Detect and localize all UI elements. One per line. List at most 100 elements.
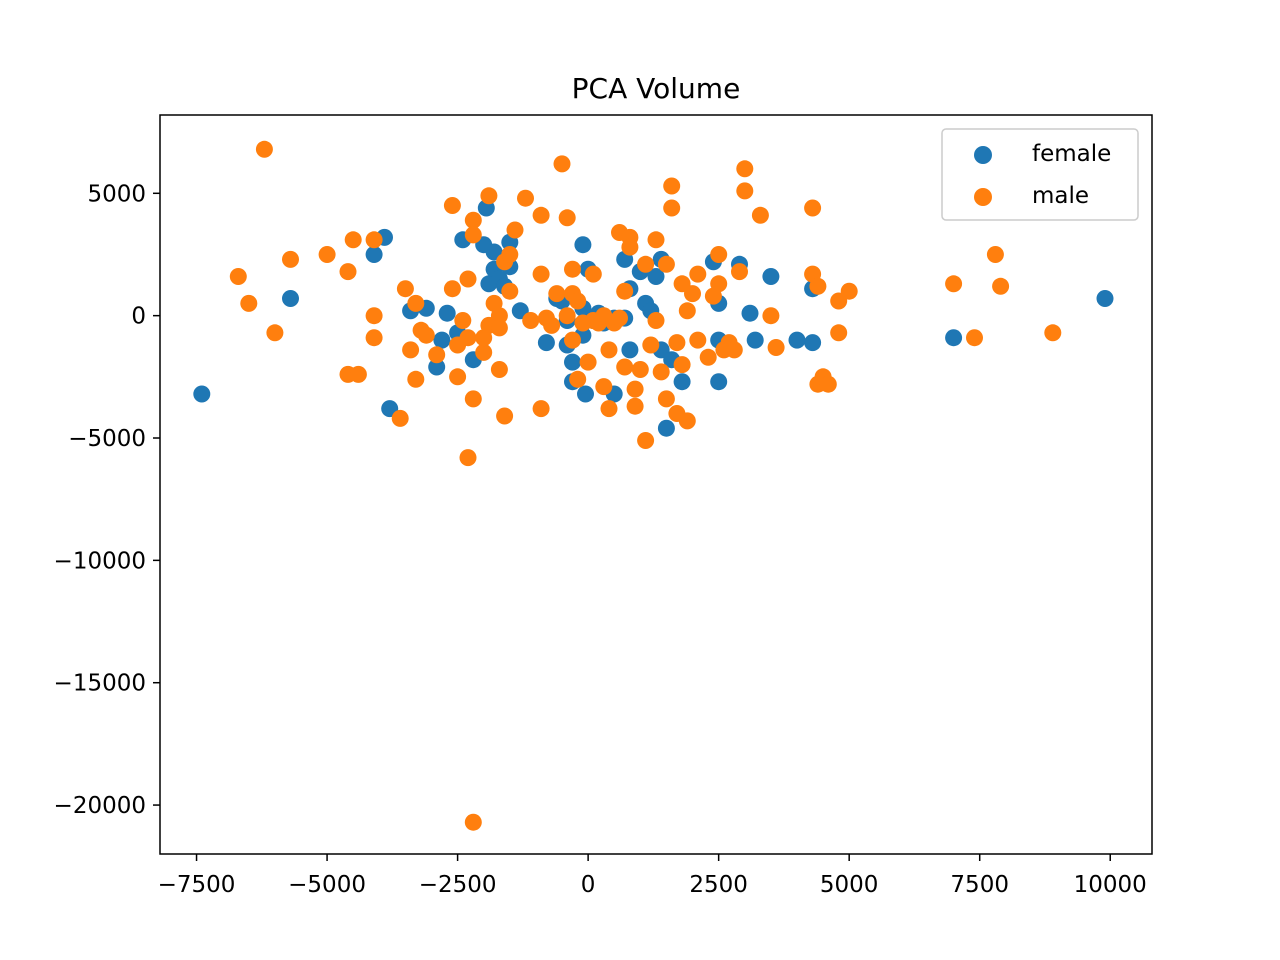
point-male-16 bbox=[407, 370, 425, 388]
point-male-26 bbox=[459, 270, 477, 288]
point-male-122 bbox=[945, 275, 963, 293]
point-male-88 bbox=[657, 390, 675, 408]
point-male-20 bbox=[428, 346, 446, 364]
point-male-93 bbox=[673, 356, 691, 374]
point-male-125 bbox=[992, 277, 1010, 295]
point-female-50 bbox=[657, 419, 675, 437]
point-female-60 bbox=[762, 268, 780, 285]
point-female-9 bbox=[438, 304, 456, 322]
legend-label-male: male bbox=[1032, 183, 1089, 209]
point-male-80 bbox=[631, 361, 649, 378]
point-male-18 bbox=[417, 326, 435, 344]
point-female-1 bbox=[282, 290, 299, 307]
point-male-108 bbox=[736, 160, 754, 178]
point-female-43 bbox=[621, 341, 639, 359]
point-male-59 bbox=[564, 331, 581, 349]
point-male-10 bbox=[365, 231, 383, 249]
x-tick-label: 0 bbox=[581, 872, 596, 898]
point-male-69 bbox=[600, 400, 618, 418]
point-male-54 bbox=[553, 155, 571, 173]
point-male-81 bbox=[637, 432, 655, 449]
point-female-8 bbox=[433, 331, 451, 349]
point-male-83 bbox=[642, 336, 660, 354]
y-tick-label: 5000 bbox=[87, 181, 146, 207]
point-female-56 bbox=[710, 373, 728, 391]
point-male-92 bbox=[668, 334, 686, 352]
point-male-14 bbox=[396, 280, 414, 298]
point-male-25 bbox=[454, 312, 472, 329]
point-male-22 bbox=[443, 280, 461, 298]
point-male-33 bbox=[475, 343, 493, 361]
point-male-55 bbox=[558, 307, 576, 325]
x-tick-label: 10000 bbox=[1074, 872, 1147, 898]
point-female-58 bbox=[741, 304, 759, 322]
x-tick-label: 2500 bbox=[689, 872, 748, 898]
legend-marker-female bbox=[974, 146, 992, 164]
point-male-89 bbox=[663, 177, 681, 195]
y-tick-label: −5000 bbox=[68, 426, 146, 452]
point-male-106 bbox=[725, 341, 743, 359]
point-female-47 bbox=[647, 268, 665, 285]
point-male-30 bbox=[464, 226, 482, 244]
point-female-30 bbox=[574, 236, 592, 254]
point-female-7 bbox=[428, 358, 446, 376]
point-male-121 bbox=[840, 282, 858, 300]
point-male-73 bbox=[611, 309, 628, 327]
point-male-9 bbox=[349, 365, 367, 383]
point-male-41 bbox=[496, 407, 514, 425]
y-tick-label: −10000 bbox=[54, 548, 146, 574]
point-male-52 bbox=[543, 316, 561, 334]
point-male-103 bbox=[710, 275, 728, 293]
point-male-98 bbox=[689, 265, 707, 283]
point-female-62 bbox=[804, 334, 822, 352]
point-male-120 bbox=[830, 324, 848, 342]
point-male-56 bbox=[558, 209, 576, 227]
point-male-114 bbox=[804, 199, 822, 217]
y-axis-ticks: 5000 0 −5000 −10000 −15000 −20000 bbox=[54, 181, 160, 819]
point-male-112 bbox=[767, 339, 785, 356]
point-female-61 bbox=[788, 331, 806, 349]
point-male-39 bbox=[490, 319, 508, 337]
point-male-58 bbox=[564, 260, 581, 278]
point-male-49 bbox=[532, 206, 550, 224]
point-female-2 bbox=[365, 246, 383, 263]
point-male-64 bbox=[584, 265, 602, 283]
point-male-47 bbox=[522, 312, 540, 329]
point-male-67 bbox=[595, 378, 613, 396]
point-male-60 bbox=[569, 292, 587, 310]
y-tick-label: −15000 bbox=[54, 671, 146, 697]
legend-label-female: female bbox=[1032, 141, 1111, 167]
point-male-96 bbox=[678, 302, 696, 320]
point-male-12 bbox=[365, 329, 383, 347]
point-male-61 bbox=[569, 370, 587, 388]
point-male-24 bbox=[449, 368, 467, 386]
point-female-33 bbox=[577, 385, 594, 403]
point-male-46 bbox=[517, 189, 534, 207]
point-male-45 bbox=[506, 221, 524, 239]
point-male-28 bbox=[459, 449, 477, 467]
point-male-74 bbox=[616, 358, 634, 376]
point-male-0 bbox=[255, 140, 273, 158]
x-axis-ticks: −7500 −5000 −2500 0 2500 5000 7500 10000 bbox=[158, 854, 1147, 898]
point-male-43 bbox=[501, 246, 519, 263]
point-female-64 bbox=[945, 329, 963, 347]
y-tick-label: −20000 bbox=[54, 793, 146, 819]
point-male-123 bbox=[966, 329, 983, 347]
point-male-102 bbox=[710, 246, 728, 263]
point-male-75 bbox=[616, 282, 634, 300]
x-tick-label: −7500 bbox=[158, 872, 236, 898]
x-tick-label: 7500 bbox=[950, 872, 1009, 898]
point-male-50 bbox=[532, 400, 550, 418]
point-male-2 bbox=[240, 294, 258, 312]
point-female-52 bbox=[673, 373, 691, 391]
point-male-100 bbox=[699, 348, 717, 366]
point-male-11 bbox=[365, 307, 383, 325]
point-male-70 bbox=[600, 341, 618, 359]
point-male-19 bbox=[407, 294, 425, 312]
points-layer bbox=[193, 140, 1114, 831]
point-male-38 bbox=[490, 307, 508, 325]
point-male-48 bbox=[532, 265, 550, 283]
point-male-3 bbox=[266, 324, 284, 342]
point-female-59 bbox=[746, 331, 764, 349]
point-male-13 bbox=[391, 409, 409, 427]
